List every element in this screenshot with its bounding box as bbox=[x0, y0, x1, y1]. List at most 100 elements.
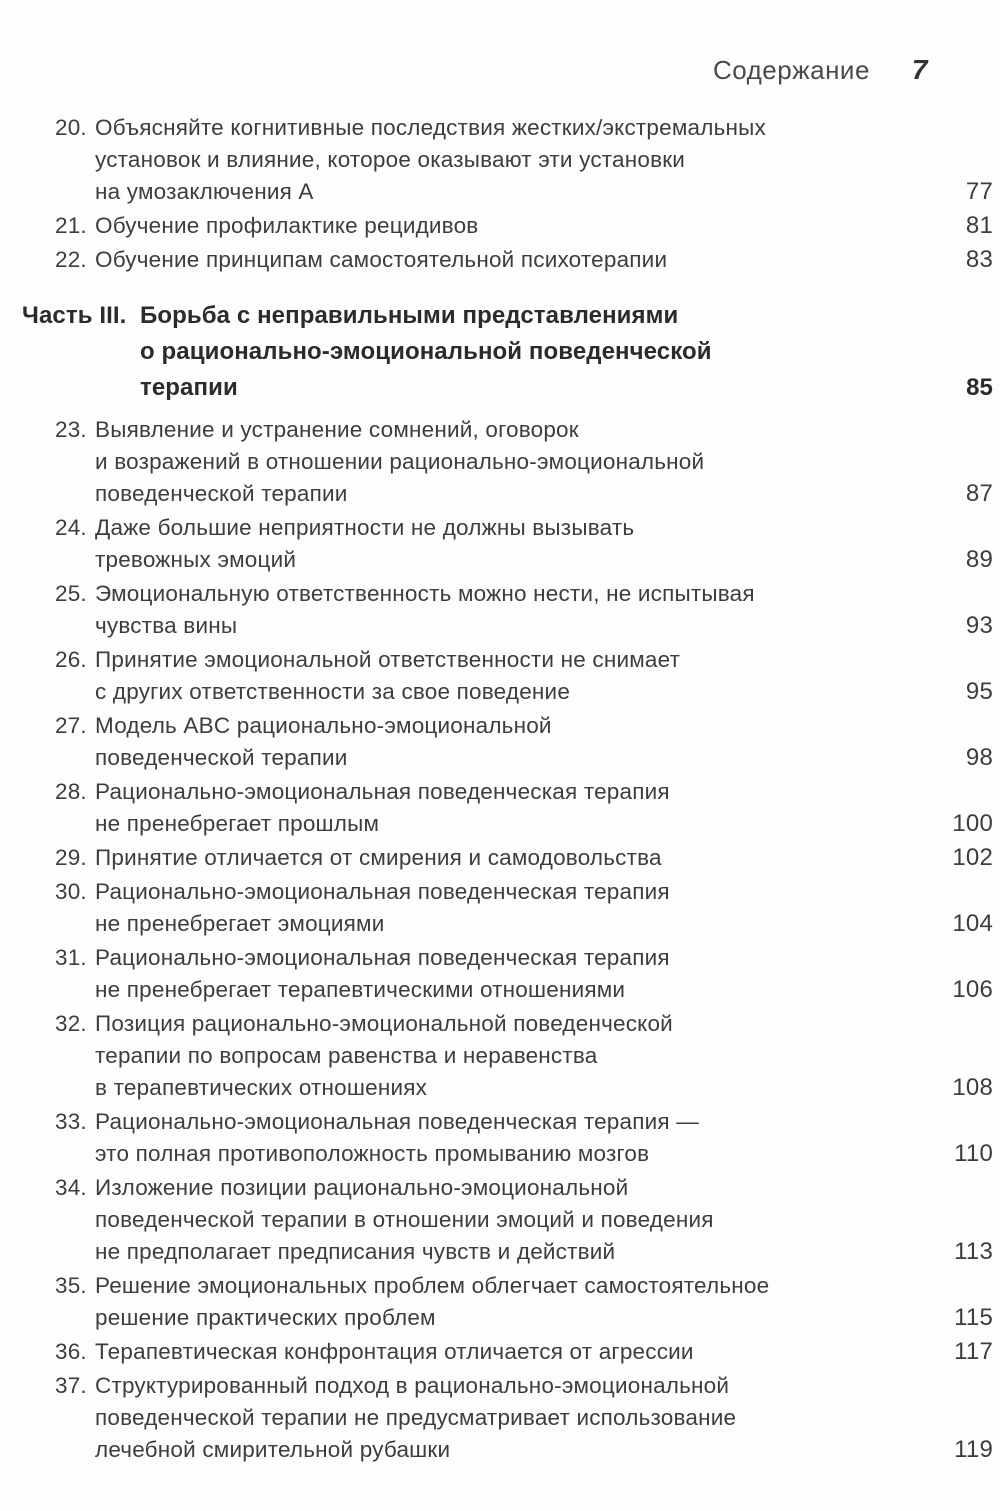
toc-entry-line: Изложение позиции рационально-эмоциональ… bbox=[95, 1175, 629, 1200]
toc-entry-line: и возражений в отношении рационально-эмо… bbox=[95, 449, 705, 474]
toc-entry-page: 117 bbox=[954, 1338, 993, 1365]
toc-entry-page: 93 bbox=[965, 612, 993, 639]
toc-entry-text: Изложение позиции рационально-эмоциональ… bbox=[95, 1172, 843, 1268]
toc-entry-page: 115 bbox=[954, 1304, 993, 1331]
toc-entry: 36. Терапевтическая конфронтация отличает… bbox=[55, 1336, 993, 1368]
toc-entry-page: 77 bbox=[965, 178, 993, 205]
toc-entry-number: 24. bbox=[55, 515, 87, 540]
toc-entry-number: 21. bbox=[55, 213, 87, 238]
toc-entry: 24. Даже большие неприятности не должны в… bbox=[55, 512, 993, 576]
toc-entry: 32. Позиция рационально-эмоциональной пов… bbox=[55, 1008, 993, 1104]
toc-entry-text: Объясняйте когнитивные последствия жестк… bbox=[95, 112, 843, 208]
toc-entry: 25. Эмоциональную ответственность можно н… bbox=[55, 578, 993, 642]
toc-entry-number: 23. bbox=[55, 417, 87, 442]
toc-entry: 23. Выявление и устранение сомнений, огов… bbox=[55, 414, 993, 510]
toc-entry-line: терапии по вопросам равенства и неравенс… bbox=[95, 1043, 598, 1068]
toc-entry-number: 25. bbox=[55, 581, 87, 606]
toc-entry-text: Принятие отличается от смирения и самодо… bbox=[95, 842, 843, 874]
toc-entry-number: 27. bbox=[55, 713, 87, 738]
toc-entry-line: решение практических проблем bbox=[95, 1305, 436, 1330]
toc-entry-number: 20. bbox=[55, 115, 87, 140]
toc-entry-line: Рационально-эмоциональная поведенческая … bbox=[95, 879, 670, 904]
toc-entry-line: в терапевтических отношениях bbox=[95, 1075, 428, 1100]
toc-entry-line: Рационально-эмоциональная поведенческая … bbox=[95, 945, 670, 970]
toc-entry-number: 26. bbox=[55, 647, 87, 672]
toc-entry-page: 108 bbox=[952, 1074, 993, 1101]
toc-entry-number: 32. bbox=[55, 1011, 87, 1036]
toc-entry-line: не предполагает предписания чувств и дей… bbox=[95, 1239, 616, 1264]
toc-entry: 37. Структурированный подход в рациональн… bbox=[55, 1370, 993, 1466]
toc-entry-page: 81 bbox=[965, 212, 993, 239]
toc-entry-number: 31. bbox=[55, 945, 87, 970]
toc-entry-page: 85 bbox=[966, 374, 993, 401]
toc-entry-text: Эмоциональную ответственность можно нест… bbox=[95, 578, 843, 642]
toc-entry-line: поведенческой терапии bbox=[95, 745, 348, 770]
toc-entry-line: чувства вины bbox=[95, 613, 238, 638]
toc-entry: 22. Обучение принципам самостоятельной пс… bbox=[55, 244, 993, 276]
toc-entry-line: не пренебрегает эмоциями bbox=[95, 911, 385, 936]
toc-entry-line: Позиция рационально-эмоциональной поведе… bbox=[95, 1011, 673, 1036]
toc-entry-line: поведенческой терапии не предусматривает… bbox=[95, 1405, 737, 1430]
toc-entry-line: Рационально-эмоциональная поведенческая … bbox=[95, 1109, 699, 1134]
toc-entry-line: Эмоциональную ответственность можно нест… bbox=[95, 581, 755, 606]
toc-entry-text: Решение эмоциональных проблем облегчает … bbox=[95, 1270, 843, 1334]
toc-part-label: Часть III. bbox=[22, 302, 127, 329]
toc-entry: 30. Рационально-эмоциональная поведенческ… bbox=[55, 876, 993, 940]
toc-entry-number: 22. bbox=[55, 247, 87, 272]
toc-part-heading: Часть III. Борьба с неправильными предста… bbox=[22, 298, 993, 406]
toc-entry-page: 106 bbox=[952, 976, 993, 1003]
toc-entry-line: это полная противоположность промыванию … bbox=[95, 1141, 650, 1166]
toc-entry-text: Обучение профилактике рецидивов bbox=[95, 210, 843, 242]
toc-entry-line: лечебной смирительной рубашки bbox=[95, 1437, 451, 1462]
toc-entry-page: 102 bbox=[952, 844, 993, 871]
toc-list: 20. Объясняйте когнитивные последствия же… bbox=[22, 112, 993, 1468]
toc-entry-line: на умозаключения А bbox=[95, 179, 314, 204]
toc-entry-line: не пренебрегает прошлым bbox=[95, 811, 380, 836]
toc-entry-page: 119 bbox=[954, 1436, 993, 1463]
toc-entry-number: 37. bbox=[55, 1373, 87, 1398]
toc-entry-text: Рационально-эмоциональная поведенческая … bbox=[95, 942, 843, 1006]
toc-entry-line: Выявление и устранение сомнений, оговоро… bbox=[95, 417, 579, 442]
toc-entry-page: 110 bbox=[954, 1140, 993, 1167]
toc-entry-line: терапии bbox=[140, 374, 238, 401]
toc-entry-line: Модель ABC рационально-эмоциональной bbox=[95, 713, 552, 738]
toc-entry: 20. Объясняйте когнитивные последствия же… bbox=[55, 112, 993, 208]
running-header: Содержание 7 bbox=[0, 54, 928, 86]
toc-entry-text: Выявление и устранение сомнений, оговоро… bbox=[95, 414, 843, 510]
toc-entry-line: установок и влияние, которое оказывают э… bbox=[95, 147, 686, 172]
toc-entry-text: Даже большие неприятности не должны вызы… bbox=[95, 512, 843, 576]
toc-entry-number: 33. bbox=[55, 1109, 87, 1134]
toc-entry-number: 29. bbox=[55, 845, 87, 870]
toc-entry: 27. Модель ABC рационально-эмоциональной п… bbox=[55, 710, 993, 774]
toc-entry-text: Борьба с неправильными представлениями о … bbox=[140, 298, 843, 406]
toc-entry-line: поведенческой терапии bbox=[95, 481, 348, 506]
toc-entry-line: Принятие отличается от смирения и самодо… bbox=[95, 845, 662, 870]
toc-entry-line: Принятие эмоциональной ответственности н… bbox=[95, 647, 681, 672]
toc-entry-line: Решение эмоциональных проблем облегчает … bbox=[95, 1273, 770, 1298]
toc-entry-page: 113 bbox=[954, 1238, 993, 1265]
toc-entry: 35. Решение эмоциональных проблем облегча… bbox=[55, 1270, 993, 1334]
toc-entry: 31. Рационально-эмоциональная поведенческ… bbox=[55, 942, 993, 1006]
toc-entry-page: 87 bbox=[965, 480, 993, 507]
toc-entry-page: 83 bbox=[965, 246, 993, 273]
toc-entry-text: Рационально-эмоциональная поведенческая … bbox=[95, 876, 843, 940]
toc-entry-text: Структурированный подход в рационально-э… bbox=[95, 1370, 843, 1466]
toc-entry-text: Рационально-эмоциональная поведенческая … bbox=[95, 1106, 843, 1170]
toc-entry-line: Рационально-эмоциональная поведенческая … bbox=[95, 779, 670, 804]
toc-entry-number: 34. bbox=[55, 1175, 87, 1200]
toc-entry-line: Структурированный подход в рационально-э… bbox=[95, 1373, 730, 1398]
toc-entry-number: 35. bbox=[55, 1273, 87, 1298]
page-number: 7 bbox=[911, 54, 928, 85]
toc-entry-line: Обучение принципам самостоятельной психо… bbox=[95, 247, 668, 272]
toc-entry: 33. Рационально-эмоциональная поведенческ… bbox=[55, 1106, 993, 1170]
toc-entry: 29. Принятие отличается от смирения и сам… bbox=[55, 842, 993, 874]
toc-entry-page: 100 bbox=[952, 810, 993, 837]
toc-entry: 21. Обучение профилактике рецидивов 81 bbox=[55, 210, 993, 242]
toc-entry: 28. Рационально-эмоциональная поведенческ… bbox=[55, 776, 993, 840]
toc-entry-line: Борьба с неправильными представлениями bbox=[140, 302, 679, 329]
toc-entry-line: Объясняйте когнитивные последствия жестк… bbox=[95, 115, 766, 140]
toc-entry-text: Рационально-эмоциональная поведенческая … bbox=[95, 776, 843, 840]
header-title: Содержание bbox=[712, 55, 870, 85]
toc-entry-text: Принятие эмоциональной ответственности н… bbox=[95, 644, 843, 708]
